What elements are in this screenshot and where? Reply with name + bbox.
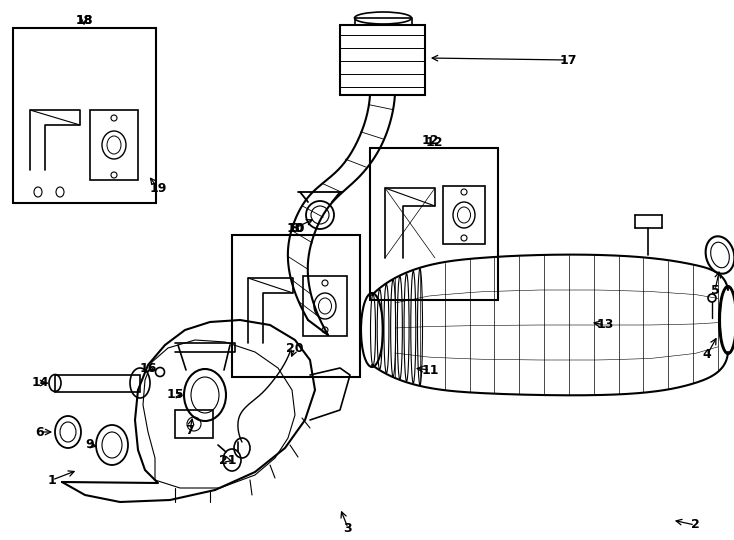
- Text: 18: 18: [76, 14, 92, 26]
- Text: 19: 19: [149, 181, 167, 194]
- Text: 10: 10: [287, 221, 305, 234]
- Text: 10: 10: [286, 221, 304, 234]
- Text: 14: 14: [32, 376, 48, 389]
- Text: 11: 11: [421, 363, 439, 376]
- Text: 17: 17: [559, 53, 577, 66]
- Text: 3: 3: [344, 522, 352, 535]
- Text: 21: 21: [219, 454, 237, 467]
- Text: 8: 8: [291, 221, 299, 234]
- Ellipse shape: [705, 237, 734, 274]
- Polygon shape: [55, 375, 140, 392]
- Text: 6: 6: [36, 426, 44, 438]
- Bar: [13, 28, 156, 203]
- Text: 12: 12: [421, 133, 439, 146]
- Text: 16: 16: [139, 361, 156, 375]
- Text: 4: 4: [702, 348, 711, 361]
- Bar: [370, 148, 498, 300]
- Bar: [232, 235, 360, 377]
- Text: 9: 9: [86, 438, 94, 451]
- Text: 15: 15: [166, 388, 184, 402]
- Text: 13: 13: [596, 319, 614, 332]
- Bar: [340, 25, 425, 95]
- Bar: [443, 186, 485, 244]
- Bar: [175, 410, 213, 438]
- Text: 7: 7: [186, 423, 195, 436]
- Text: 18: 18: [76, 14, 92, 26]
- Bar: [303, 276, 347, 336]
- Text: 1: 1: [48, 474, 57, 487]
- Text: 5: 5: [711, 284, 719, 296]
- Bar: [90, 110, 138, 180]
- Text: 12: 12: [425, 136, 443, 148]
- Text: 2: 2: [691, 518, 700, 531]
- Text: 20: 20: [286, 341, 304, 354]
